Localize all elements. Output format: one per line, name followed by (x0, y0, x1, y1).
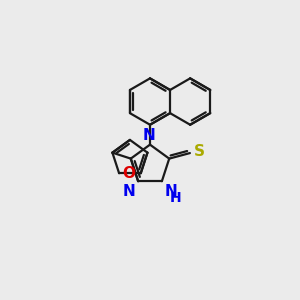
Text: N: N (164, 184, 177, 199)
Text: H: H (170, 191, 182, 205)
Text: N: N (143, 128, 156, 143)
Text: N: N (123, 184, 136, 199)
Text: S: S (194, 144, 205, 159)
Text: O: O (122, 166, 135, 181)
